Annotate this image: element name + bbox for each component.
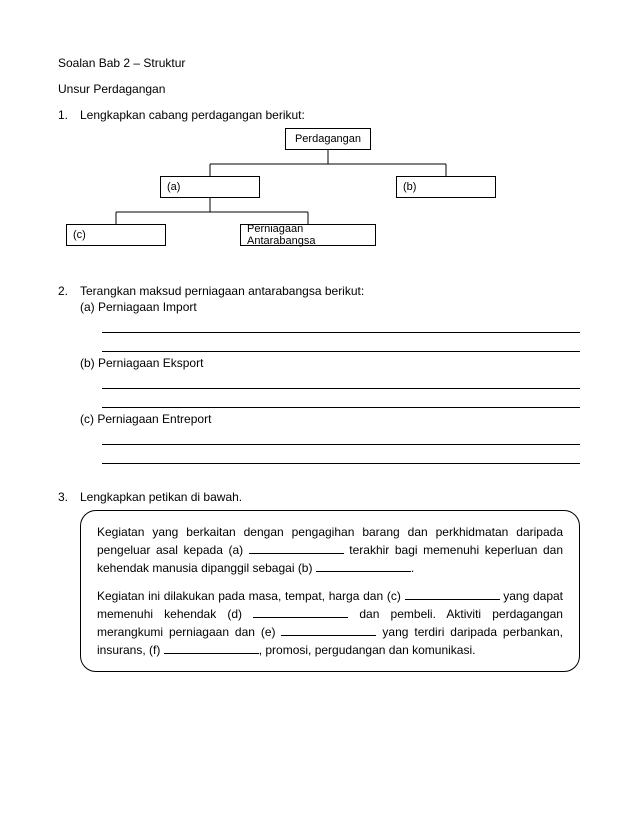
page: Soalan Bab 2 – Struktur Unsur Perdaganga…	[0, 0, 638, 826]
blank-c[interactable]	[405, 588, 500, 600]
q2-text: Terangkan maksud perniagaan antarabangsa…	[80, 284, 580, 298]
org-chart: Perdagangan (a) (b) (c) Perniagaan Antar…	[80, 128, 590, 268]
p2-seg5: , promosi, pergudangan dan komunikasi.	[259, 643, 476, 657]
q1-number: 1.	[58, 108, 80, 122]
answer-line[interactable]	[102, 318, 580, 333]
answer-line[interactable]	[102, 393, 580, 408]
blank-a[interactable]	[249, 542, 344, 554]
chart-box-filled: Perniagaan Antarabangsa	[240, 224, 376, 246]
answer-line[interactable]	[102, 430, 580, 445]
q2-c: (c) Perniagaan Entreport	[80, 412, 580, 426]
blank-e[interactable]	[281, 624, 376, 636]
chart-box-b-label: (b)	[403, 181, 416, 193]
p2-seg1: Kegiatan ini dilakukan pada masa, tempat…	[97, 589, 405, 603]
passage-p1: Kegiatan yang berkaitan dengan pengagiha…	[97, 523, 563, 577]
chart-box-b[interactable]: (b)	[396, 176, 496, 198]
chart-box-a[interactable]: (a)	[160, 176, 260, 198]
answer-line[interactable]	[102, 337, 580, 352]
chart-box-c[interactable]: (c)	[66, 224, 166, 246]
q3-text: Lengkapkan petikan di bawah.	[80, 490, 580, 504]
chart-box-a-label: (a)	[167, 181, 180, 193]
passage-p2: Kegiatan ini dilakukan pada masa, tempat…	[97, 587, 563, 659]
question-3: 3. Lengkapkan petikan di bawah.	[58, 490, 580, 504]
p1-seg3: .	[411, 561, 414, 575]
blank-d[interactable]	[253, 606, 348, 618]
chart-box-filled-label: Perniagaan Antarabangsa	[247, 223, 369, 247]
chart-box-c-label: (c)	[73, 229, 86, 241]
subtitle: Unsur Perdagangan	[58, 82, 580, 96]
answer-line[interactable]	[102, 374, 580, 389]
question-1: 1. Lengkapkan cabang perdagangan berikut…	[58, 108, 580, 122]
title: Soalan Bab 2 – Struktur	[58, 56, 580, 70]
chart-box-top-label: Perdagangan	[295, 133, 361, 145]
blank-b[interactable]	[316, 560, 411, 572]
chart-box-top: Perdagangan	[285, 128, 371, 150]
answer-line[interactable]	[102, 449, 580, 464]
q3-number: 3.	[58, 490, 80, 504]
question-2: 2. Terangkan maksud perniagaan antaraban…	[58, 284, 580, 468]
q2-b: (b) Perniagaan Eksport	[80, 356, 580, 370]
q1-text: Lengkapkan cabang perdagangan berikut:	[80, 108, 580, 122]
q2-number: 2.	[58, 284, 80, 468]
q2-a: (a) Perniagaan Import	[80, 300, 580, 314]
blank-f[interactable]	[164, 642, 259, 654]
passage-box: Kegiatan yang berkaitan dengan pengagiha…	[80, 510, 580, 672]
